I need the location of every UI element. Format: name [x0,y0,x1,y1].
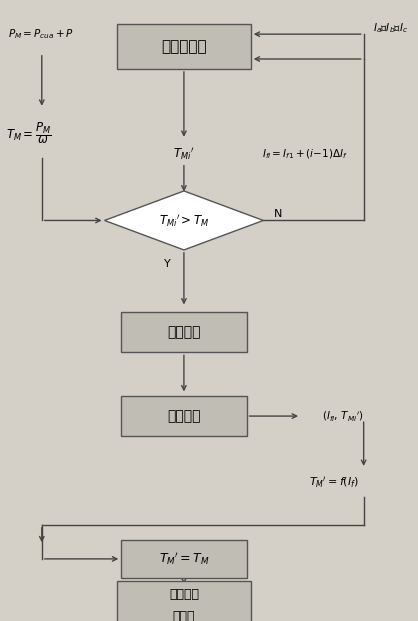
Text: 曲线拟合: 曲线拟合 [167,409,201,423]
Text: $(I_{fi},\,T_{Mi}{'})$: $(I_{fi},\,T_{Mi}{'})$ [322,409,364,423]
Text: N: N [274,209,282,219]
Text: $T_{Mi}{'>T_M}$: $T_{Mi}{'>T_M}$ [159,212,209,229]
FancyBboxPatch shape [121,312,247,353]
Text: 有限元计算: 有限元计算 [161,39,207,54]
Text: Y: Y [164,258,171,269]
Text: $T_M{'}=f(I_f)$: $T_M{'}=f(I_f)$ [309,476,359,491]
FancyBboxPatch shape [117,581,251,621]
Text: $T_M=\dfrac{P_M}{\omega}$: $T_M=\dfrac{P_M}{\omega}$ [6,120,52,147]
Text: 确定励磁: 确定励磁 [169,589,199,601]
Text: $P_M=P_{cua}+P$: $P_M=P_{cua}+P$ [8,27,74,41]
FancyBboxPatch shape [117,24,251,69]
Polygon shape [104,191,263,250]
Text: 结束循环: 结束循环 [167,325,201,339]
Text: $I_{fi}=I_{f1}+(i{-}1)\Delta I_f$: $I_{fi}=I_{f1}+(i{-}1)\Delta I_f$ [262,147,348,161]
FancyBboxPatch shape [121,396,247,437]
Text: $T_M{'}=T_M$: $T_M{'}=T_M$ [158,551,209,567]
Text: $I_a$、$I_b$、$I_c$: $I_a$、$I_b$、$I_c$ [373,21,408,35]
Text: 电流值: 电流值 [173,610,195,621]
Text: $T_{Mi}{'}$: $T_{Mi}{'}$ [173,146,194,162]
FancyBboxPatch shape [121,540,247,578]
